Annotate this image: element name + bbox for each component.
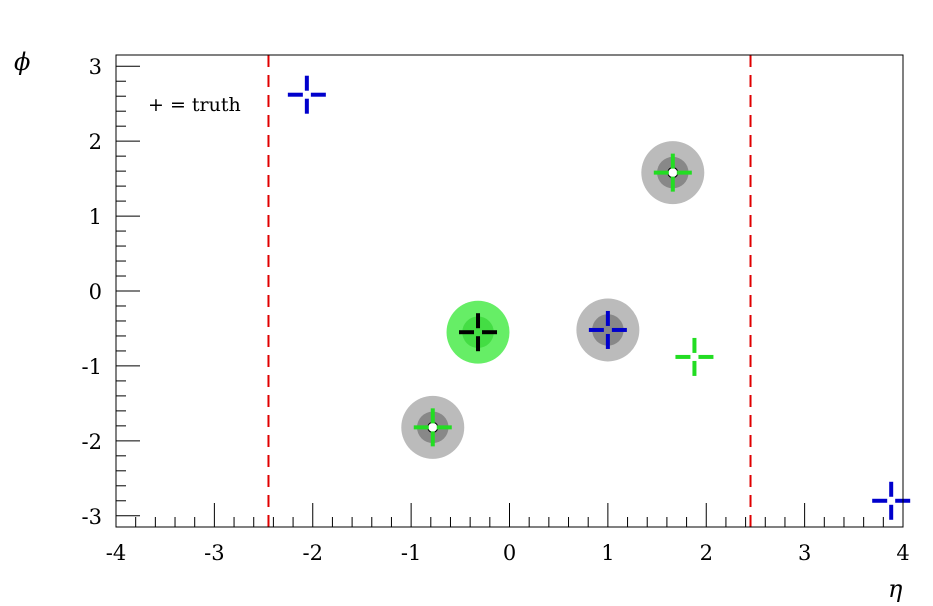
plot-frame: [115, 54, 904, 528]
truth-marker: [287, 75, 326, 114]
x-tick-label: 3: [798, 541, 811, 565]
y-tick-label: 1: [89, 205, 102, 229]
x-tick-label: 2: [700, 541, 713, 565]
truth-marker: [675, 337, 714, 376]
x-tick-label: -3: [204, 541, 224, 565]
x-axis: -4 -3 -2 -1 0 1 2 3 4: [106, 503, 910, 565]
y-tick-label: -2: [82, 430, 102, 454]
cluster-core: [667, 167, 679, 179]
x-tick-label: 1: [601, 541, 614, 565]
cluster-truth-marker: [653, 153, 692, 192]
y-tick-label: -1: [82, 355, 102, 379]
x-tick-label: 0: [503, 541, 516, 565]
cluster-truth-marker: [413, 408, 452, 447]
truth-markers: [287, 75, 911, 520]
x-tick-label: 4: [896, 541, 909, 565]
cut-lines: [267, 55, 752, 527]
cluster-truth-marker: [588, 310, 627, 349]
y-tick-label: -3: [82, 505, 102, 529]
cluster-inner-disc: [462, 316, 494, 348]
x-axis-title: η: [888, 575, 903, 603]
cluster-inner-disc: [592, 314, 624, 346]
y-axis: -3 -2 -1 0 1 2 3: [82, 55, 140, 529]
cluster-core: [427, 421, 439, 433]
truth-legend-annotation: + = truth: [148, 94, 241, 116]
y-axis-title: ϕ: [14, 48, 30, 76]
x-tick-label: -1: [401, 541, 421, 565]
y-tick-label: 0: [89, 280, 102, 304]
x-tick-label: -2: [303, 541, 323, 565]
x-tick-label: -4: [106, 541, 126, 565]
y-tick-label: 2: [89, 130, 102, 154]
truth-marker: [872, 481, 911, 520]
y-tick-label: 3: [89, 55, 102, 79]
clusters: [401, 141, 705, 459]
cluster-truth-marker: [459, 313, 498, 352]
